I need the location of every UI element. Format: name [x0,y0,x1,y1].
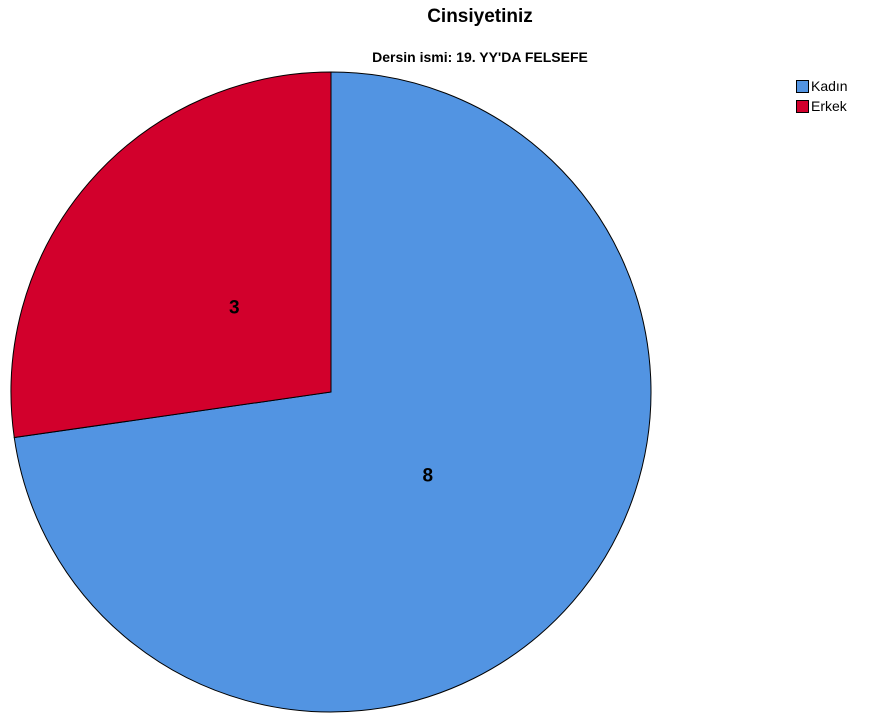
pie-slice-erkek [10,71,332,439]
legend-label-erkek: Erkek [811,98,847,114]
legend-swatch-erkek [796,99,809,113]
legend-label-kadin: Kadın [811,78,848,94]
slice-label-kadin: 8 [422,465,433,486]
slice-label-erkek: 3 [229,298,240,319]
pie-slice-kadin [13,71,652,713]
legend-swatch-kadin [796,79,809,93]
chart-title: Cinsiyetiniz [427,6,533,27]
legend-item-kadin: Kadın [796,76,848,96]
chart-subtitle: Dersin ismi: 19. YY'DA FELSEFE [372,49,588,65]
legend: Kadın Erkek [796,76,848,116]
legend-item-erkek: Erkek [796,96,848,116]
